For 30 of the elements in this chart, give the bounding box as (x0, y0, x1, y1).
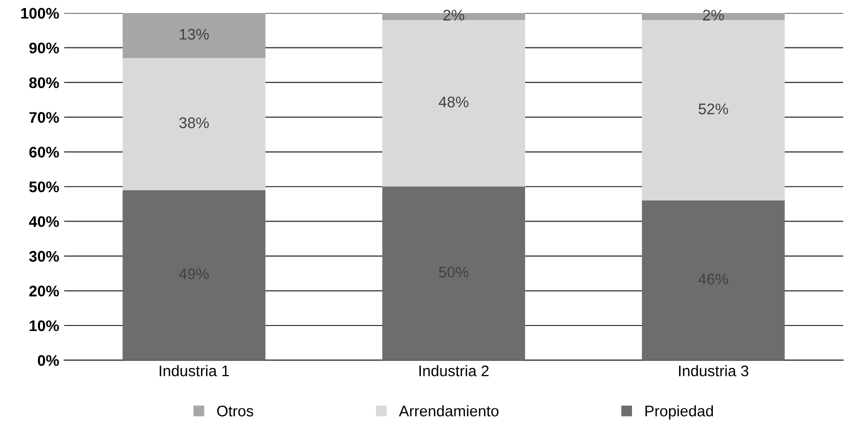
y-tick-label: 60% (29, 146, 59, 158)
data-label: 13% (180, 28, 209, 40)
bar (122, 58, 266, 190)
y-tick-label: 0% (38, 355, 59, 366)
legend-label: Otros (217, 406, 254, 416)
y-tick-label: 90% (29, 42, 59, 54)
y-tick-label: 100% (21, 8, 59, 19)
x-tick-label: Industria 2 (419, 365, 489, 376)
data-label: 48% (438, 96, 468, 108)
legend-label: Propiedad (645, 405, 713, 420)
y-tick-label: 80% (29, 77, 59, 88)
x-tick-label: Industria 1 (160, 365, 229, 376)
x-tick-label: Industria 3 (679, 365, 748, 376)
bar (122, 190, 266, 360)
y-tick-label: 50% (29, 181, 59, 192)
legend-label: Arrendamiento (398, 405, 498, 416)
bar (122, 13, 266, 58)
bar (382, 20, 526, 187)
y-tick-label: 20% (29, 286, 59, 296)
bar (642, 200, 785, 360)
y-tick-label: 10% (30, 320, 59, 332)
y-tick-label: 70% (29, 112, 59, 123)
data-label: 2% (703, 10, 724, 21)
data-label: 52% (698, 104, 728, 114)
y-tick-label: 30% (29, 250, 59, 262)
bar (642, 20, 785, 201)
bar (382, 186, 526, 360)
data-label: 2% (443, 10, 464, 21)
y-tick-label: 40% (28, 216, 59, 228)
data-label: 38% (179, 117, 209, 128)
